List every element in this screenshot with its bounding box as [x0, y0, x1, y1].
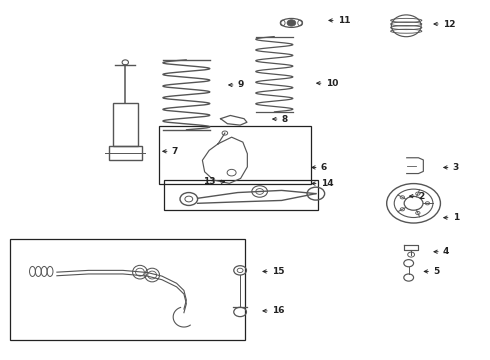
- Bar: [109, 146, 142, 160]
- Bar: [164, 180, 318, 211]
- Bar: [113, 103, 138, 146]
- Text: 10: 10: [326, 79, 338, 88]
- Text: 4: 4: [443, 247, 449, 256]
- Text: 12: 12: [443, 19, 455, 28]
- Text: 8: 8: [282, 114, 288, 123]
- Text: 13: 13: [203, 177, 216, 186]
- Text: 2: 2: [418, 192, 425, 201]
- Text: 3: 3: [453, 163, 459, 172]
- Text: 15: 15: [272, 267, 284, 276]
- Text: 14: 14: [321, 179, 333, 188]
- Text: 11: 11: [338, 16, 350, 25]
- Bar: [159, 126, 311, 184]
- Text: 6: 6: [321, 163, 327, 172]
- Text: 5: 5: [433, 267, 440, 276]
- Circle shape: [287, 20, 296, 26]
- Bar: [10, 239, 245, 339]
- Text: 7: 7: [172, 147, 178, 156]
- Text: 1: 1: [453, 213, 459, 222]
- Text: 16: 16: [272, 306, 284, 315]
- Text: 9: 9: [238, 81, 244, 90]
